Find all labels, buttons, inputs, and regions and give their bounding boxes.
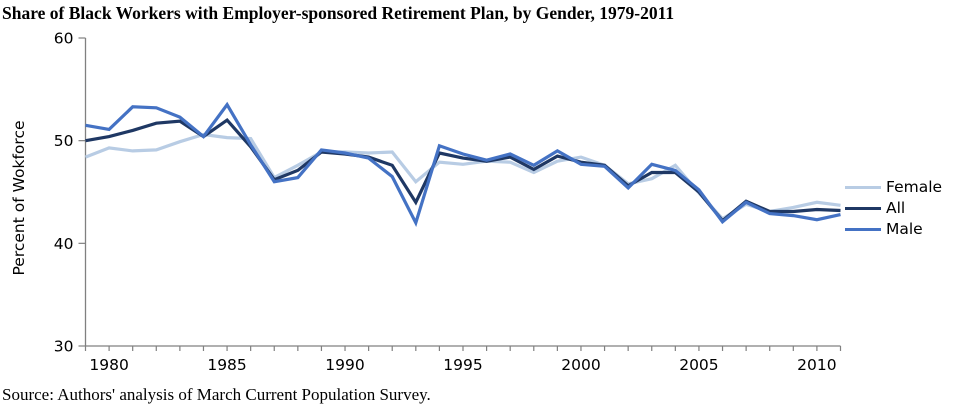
y-tick-label: 40 (54, 235, 74, 253)
legend-label-female: Female (886, 178, 943, 196)
y-tick-label: 30 (54, 338, 74, 356)
y-tick-label: 50 (54, 132, 74, 150)
legend-label-male: Male (886, 220, 923, 238)
x-tick-label: 2010 (797, 356, 836, 374)
y-tick-label: 60 (54, 30, 74, 48)
legend: Female All Male (845, 177, 942, 240)
source-note: Source: Authors' analysis of March Curre… (2, 385, 431, 404)
axes: 1980 1985 1990 1995 2000 2005 2010 30 40 50 60 (54, 30, 842, 374)
page-title: Share of Black Workers with Employer-spo… (2, 3, 675, 23)
legend-item-male: Male (845, 219, 942, 240)
series-line-male (85, 101, 841, 228)
x-tick-label: 1990 (325, 356, 364, 374)
x-tick-label: 1995 (443, 356, 482, 374)
legend-label-all: All (886, 199, 906, 217)
x-tick-label: 2005 (679, 356, 718, 374)
all-line-swatch (845, 207, 881, 210)
legend-item-all: All (845, 198, 942, 219)
male-line-swatch (845, 228, 881, 231)
x-tick-label: 2000 (561, 356, 600, 374)
series-lines (84, 101, 841, 228)
series-line-all (85, 117, 841, 223)
x-tick-label: 1985 (207, 356, 246, 374)
legend-item-female: Female (845, 177, 942, 198)
x-tick-label: 1980 (89, 356, 128, 374)
y-axis-title: Percent of Wokforce (10, 120, 28, 275)
female-line-swatch (845, 186, 881, 189)
series-line-female (84, 132, 841, 221)
